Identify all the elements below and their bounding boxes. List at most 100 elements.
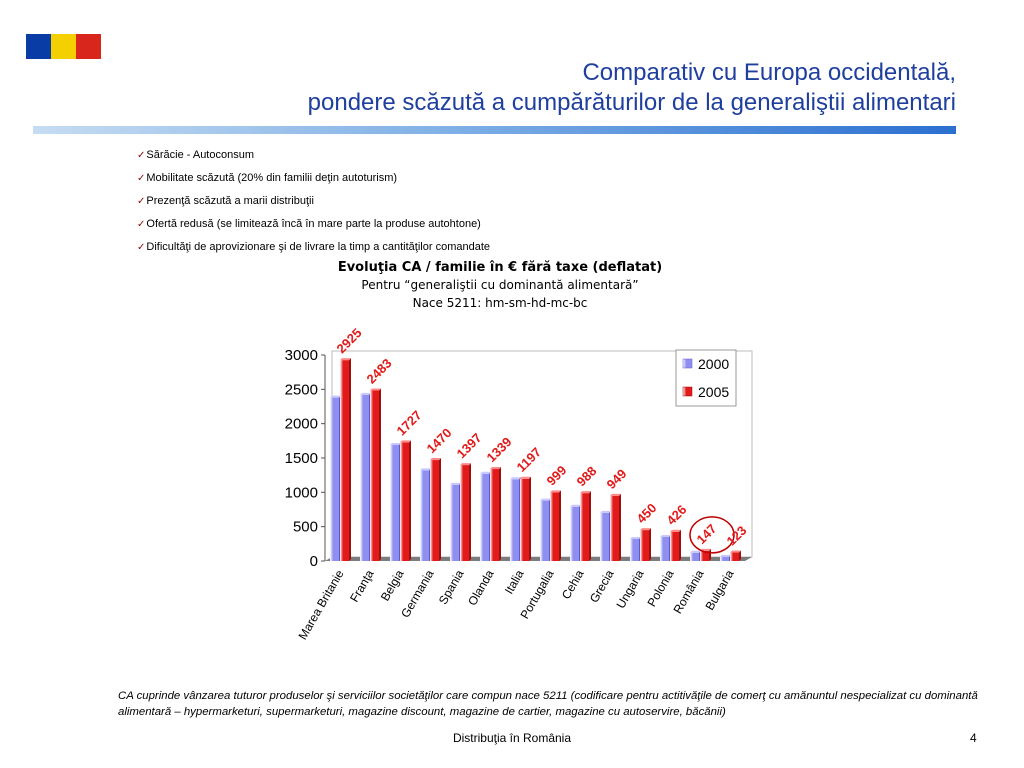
bullet-item: ✓Dificultăţi de aprovizionare şi de livr… [137, 238, 490, 261]
bar-2005 [520, 478, 529, 561]
bullet-item: ✓Mobilitate scăzută (20% din familii deţ… [137, 169, 490, 192]
slide-title: Comparativ cu Europa occidentală, ponder… [120, 58, 956, 118]
bar-top [540, 498, 551, 501]
category-label: Olanda [465, 567, 497, 608]
bar-top [450, 482, 461, 485]
slide-title-line1: Comparativ cu Europa occidentală, [582, 59, 956, 86]
bar-2005 [460, 465, 469, 561]
bar-2000 [360, 394, 369, 561]
bar-2000 [510, 479, 519, 561]
legend-label: 2005 [698, 384, 729, 400]
bar-2005 [370, 390, 379, 561]
y-tick-label: 3000 [285, 347, 318, 364]
bar-2000 [330, 397, 339, 561]
data-label: 1197 [514, 444, 545, 475]
bar-side [559, 490, 561, 561]
bar-chart: 3000 2500 2000 1500 1000 500 0 2925 Marea Britan… [285, 325, 753, 642]
bar-side [439, 458, 441, 561]
bar-top [670, 529, 681, 532]
bar-top [720, 554, 731, 557]
bar-2000 [450, 484, 459, 561]
bar-side [619, 493, 621, 561]
bar-2005 [340, 360, 349, 561]
bar-2000 [660, 536, 669, 561]
category-label: Bulgaria [702, 567, 736, 612]
bullet-text: Sărăcie - Autoconsum [146, 149, 255, 161]
bar-top [520, 476, 531, 479]
bar-top [580, 491, 591, 494]
slide-title-line2: pondere scăzută a cumpărăturilor de la g… [307, 89, 956, 116]
category-label: Ungaria [613, 567, 646, 611]
bar-top [360, 392, 371, 395]
bar-top [400, 440, 411, 443]
y-tick-label: 1000 [285, 484, 318, 501]
bar-top [690, 550, 701, 553]
category-label: Belgia [378, 567, 407, 603]
bullet-text: Dificultăţi de aprovizionare şi de livra… [146, 241, 490, 253]
checkmark-icon: ✓ [137, 242, 146, 253]
chart-floor [325, 557, 752, 561]
footer-title: Distribuţia în România [452, 731, 572, 745]
bar-top [490, 467, 501, 470]
bar-top [700, 548, 711, 551]
bar-2005 [430, 460, 439, 561]
data-label: 2483 [364, 356, 395, 387]
bar-2005 [400, 442, 409, 561]
bar-top [390, 442, 401, 445]
chart-title: Evoluţia CA / familie în € fără taxe (de… [337, 260, 663, 275]
y-tick-label: 500 [293, 519, 318, 536]
flag-stripe-red [76, 34, 101, 59]
bar-2005 [580, 493, 589, 561]
bar-side [649, 528, 651, 561]
bullet-text: Prezenţă scăzută a marii distribuţii [146, 195, 314, 207]
data-label: 147 [694, 521, 720, 547]
bar-top [730, 550, 741, 553]
bar-2000 [690, 552, 699, 561]
legend-swatch [682, 358, 693, 369]
bullet-item: ✓Sărăcie - Autoconsum [137, 146, 490, 169]
bar-top [660, 534, 671, 537]
bar-2005 [610, 495, 619, 561]
data-label: 1727 [394, 407, 425, 438]
bar-side [499, 467, 501, 561]
bar-side [529, 476, 531, 561]
bar-top [370, 388, 381, 391]
bar-2000 [420, 470, 429, 561]
data-label: 1470 [424, 425, 455, 456]
bar-top [600, 510, 611, 513]
bar-top [510, 477, 521, 480]
bullet-text: Mobilitate scăzută (20% din familii deţi… [146, 172, 398, 184]
category-label: Cehia [559, 567, 587, 601]
title-divider [33, 126, 956, 134]
bar-top [570, 504, 581, 507]
bar-side [589, 491, 591, 561]
bar-top [550, 490, 561, 493]
data-label: 2925 [334, 325, 365, 356]
checkmark-icon: ✓ [137, 173, 146, 184]
data-label: 123 [724, 523, 750, 549]
bar-top [480, 471, 491, 474]
bar-side [679, 529, 681, 561]
bar-2000 [390, 444, 399, 561]
flag-stripe-blue [26, 34, 51, 59]
checkmark-icon: ✓ [137, 219, 146, 230]
data-label: 988 [574, 463, 600, 489]
bar-2005 [640, 530, 649, 561]
y-tick-label: 0 [310, 553, 318, 570]
bar-side [739, 550, 741, 561]
bar-2000 [720, 556, 729, 561]
bar-top [610, 493, 621, 496]
bar-top [460, 463, 471, 466]
chart-subtitle: Pentru “generaliştii cu dominantă alimen… [361, 278, 639, 292]
bar-top [340, 358, 351, 361]
category-label: Polonia [644, 567, 676, 609]
bar-side [709, 548, 711, 561]
footnote: CA cuprinde vânzarea tuturor produselor … [118, 690, 978, 718]
bar-top [640, 528, 651, 531]
bullet-item: ✓Prezenţă scăzută a marii distribuţii [137, 192, 490, 215]
checkmark-icon: ✓ [137, 150, 146, 161]
bar-2000 [570, 506, 579, 561]
bar-2000 [480, 473, 489, 561]
bullet-list: ✓Sărăcie - Autoconsum ✓Mobilitate scăzut… [137, 146, 490, 261]
y-tick-label: 2000 [285, 416, 318, 433]
